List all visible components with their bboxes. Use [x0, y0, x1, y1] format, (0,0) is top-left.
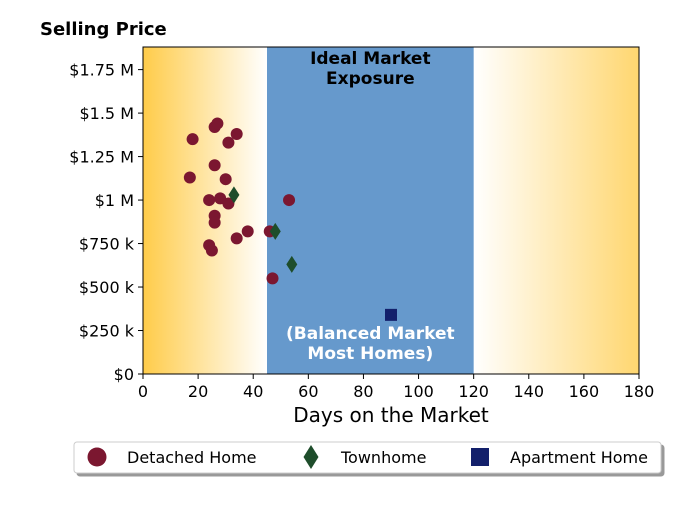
legend-items: Detached Home Townhome Apartment Home: [87, 445, 648, 469]
y-tick-label: $1 M: [95, 191, 134, 210]
detached-home-point: [241, 225, 254, 238]
legend-marker-detached-home: [87, 447, 107, 467]
legend-label-detached-home: Detached Home: [127, 448, 257, 467]
region-band: [267, 47, 474, 374]
x-tick-label: 0: [138, 382, 148, 401]
data-points: [183, 117, 397, 321]
region-label-top: Ideal Market Exposure: [310, 49, 431, 89]
x-tick-label: 120: [458, 382, 489, 401]
detached-home-point: [222, 197, 235, 210]
plot-frame: [142, 46, 640, 375]
x-tick-label: 60: [298, 382, 318, 401]
y-tick-label: $250 k: [79, 322, 135, 341]
detached-home-point: [230, 127, 243, 140]
detached-home-point: [208, 216, 221, 229]
y-tick-label: $500 k: [79, 278, 135, 297]
detached-home-point: [266, 272, 279, 285]
y-tick-label: $750 k: [79, 235, 135, 254]
detached-home-point: [203, 194, 216, 207]
y-axis: $0 $250 k $500 k $750 k $1 M $1.25 M $1.5 M $1.…: [69, 61, 143, 384]
x-axis: 0 20 40 60 80 100 120 140 160 180: [138, 374, 654, 401]
y-tick-label: $0: [114, 365, 134, 384]
x-tick-label: 20: [188, 382, 208, 401]
detached-home-point: [230, 232, 243, 245]
detached-home-point: [186, 133, 199, 146]
legend: Detached Home Townhome Apartment Home: [73, 441, 662, 474]
region-gradient-0: [143, 47, 267, 374]
detached-home-point: [183, 171, 196, 184]
legend-marker-apartment-home: [471, 448, 489, 466]
detached-home-point: [219, 173, 232, 186]
detached-home-point: [222, 136, 235, 149]
x-tick-label: 80: [353, 382, 373, 401]
y-tick-label: $1.75 M: [69, 61, 134, 80]
townhome-point: [286, 255, 298, 273]
region-gradient-2: [473, 47, 639, 374]
region-label-bottom: (Balanced Market Most Homes): [286, 324, 455, 364]
y-tick-label: $1.25 M: [69, 148, 134, 167]
detached-home-point: [211, 117, 224, 130]
legend-label-apartment-home: Apartment Home: [510, 448, 648, 467]
detached-home-point: [205, 244, 218, 257]
y-tick-label: $1.5 M: [79, 104, 134, 123]
x-tick-label: 160: [569, 382, 600, 401]
market-regions: Ideal Market Exposure (Balanced Market Most…: [143, 47, 639, 374]
x-tick-label: 180: [624, 382, 655, 401]
x-tick-label: 140: [514, 382, 545, 401]
townhome-point: [228, 186, 240, 204]
legend-marker-townhome: [303, 445, 319, 469]
x-tick-label: 100: [403, 382, 434, 401]
plot-area: Ideal Market Exposure (Balanced Market Most…: [142, 46, 640, 375]
detached-home-point: [208, 159, 221, 172]
townhome-point: [269, 222, 281, 240]
x-tick-label: 40: [243, 382, 263, 401]
legend-box: [73, 441, 662, 474]
x-axis-label: Days on the Market: [293, 403, 489, 427]
chart-title: Selling Price: [40, 19, 167, 40]
apartment-home-point: [385, 308, 397, 321]
detached-home-point: [283, 194, 296, 207]
legend-label-townhome: Townhome: [340, 448, 426, 467]
